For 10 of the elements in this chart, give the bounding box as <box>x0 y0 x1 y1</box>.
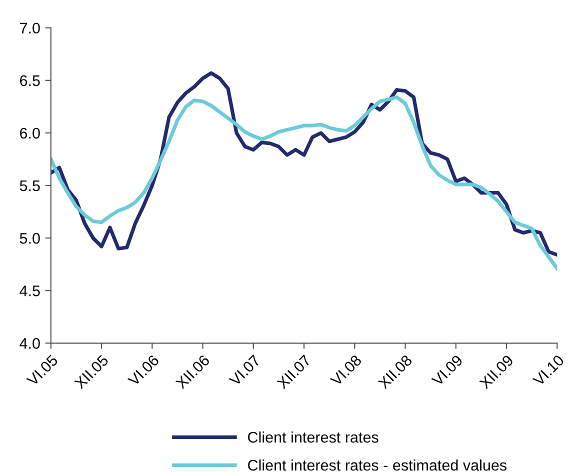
y-tick-label: 5.0 <box>20 232 40 244</box>
y-tick-label: 5.5 <box>20 180 40 192</box>
legend-label: Client interest rates - estimated values <box>248 459 507 471</box>
line-series <box>50 95 558 270</box>
y-tick-label: 4.5 <box>20 286 40 296</box>
y-tick-label: 4.0 <box>20 338 40 349</box>
y-tick-label: 6.5 <box>20 75 40 86</box>
legend-label: Client interest rates <box>248 431 378 443</box>
y-tick-label: 7.0 <box>20 22 40 34</box>
y-tick-label: 6.0 <box>20 128 40 139</box>
